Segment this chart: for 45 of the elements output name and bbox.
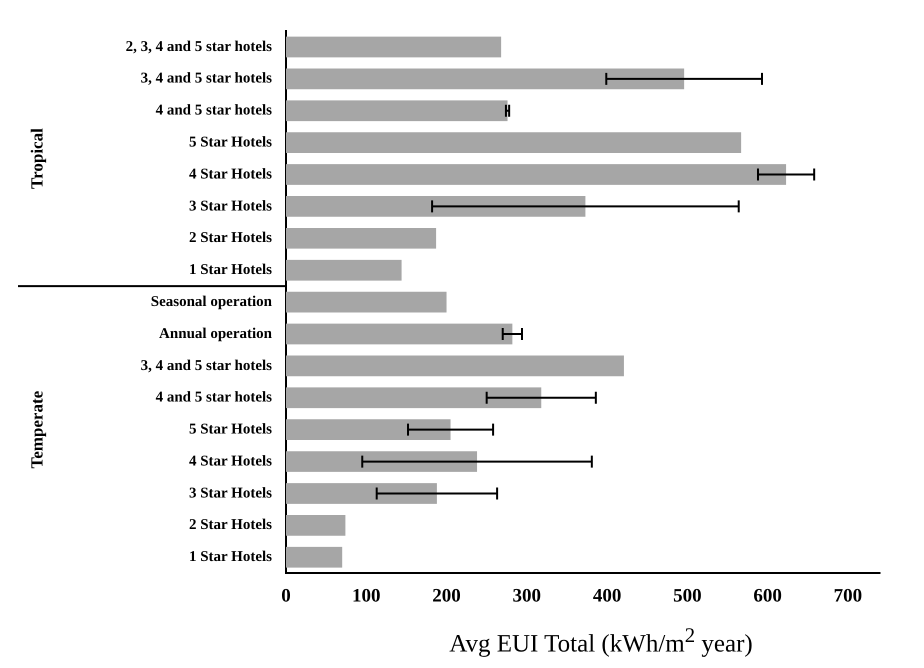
bar: [286, 483, 437, 504]
bar: [286, 292, 447, 312]
bar: [286, 132, 742, 153]
text: Tropical: [27, 128, 46, 189]
y-tick-label: 3, 4 and 5 star hotels: [140, 70, 272, 87]
x-tick-label: 400: [592, 586, 622, 607]
bar: [286, 68, 684, 90]
y-tick-label: Seasonal operation: [150, 294, 273, 310]
bar: [286, 260, 402, 281]
bar: [286, 387, 542, 408]
y-tick-label: Annual operation: [159, 326, 273, 342]
bar: [286, 164, 786, 185]
bar: [286, 451, 478, 472]
bar: [286, 324, 512, 344]
y-tick-label: 5 Star Hotels: [188, 422, 272, 438]
y-tick-label: 2, 3, 4 and 5 star hotels: [126, 38, 272, 55]
y-tick-label: 2 Star Hotels: [188, 517, 272, 534]
x-tick-label: 200: [432, 586, 461, 607]
y-tick-label: 4 Star Hotels: [188, 453, 272, 470]
bar: [286, 514, 346, 536]
x-tick-label: 300: [512, 586, 542, 607]
y-tick-label: 4 Star Hotels: [188, 166, 272, 182]
y-tick-label: 4 and 5 star hotels: [156, 102, 272, 119]
bar: [286, 228, 436, 249]
x-tick-label: 100: [352, 586, 381, 607]
bar: [286, 419, 451, 440]
y-tick-label: 1 Star Hotels: [188, 262, 272, 278]
y-tick-label: 1 Star Hotels: [188, 549, 272, 566]
bar: [286, 36, 502, 58]
y-tick-label: 2 Star Hotels: [188, 230, 272, 246]
bar: [286, 356, 624, 376]
bar: [286, 100, 508, 122]
x-tick-label: 700: [834, 586, 862, 607]
y-tick-label: 3 Star Hotels: [188, 198, 272, 214]
text: Temperate: [27, 390, 46, 469]
bar: [286, 546, 342, 568]
y-tick-label: 3 Star Hotels: [188, 485, 272, 502]
x-tick-label: 600: [753, 586, 782, 607]
y-tick-label: 5 Star Hotels: [188, 134, 272, 151]
y-tick-label: 4 and 5 star hotels: [156, 390, 272, 406]
x-tick-label: 500: [673, 586, 702, 607]
bar: [286, 196, 586, 217]
x-tick-label: 0: [281, 586, 291, 607]
y-tick-label: 3, 4 and 5 star hotels: [140, 358, 272, 374]
x-axis-title: Avg EUI Total (kWh/m$^{2}$ year): [448, 622, 754, 660]
